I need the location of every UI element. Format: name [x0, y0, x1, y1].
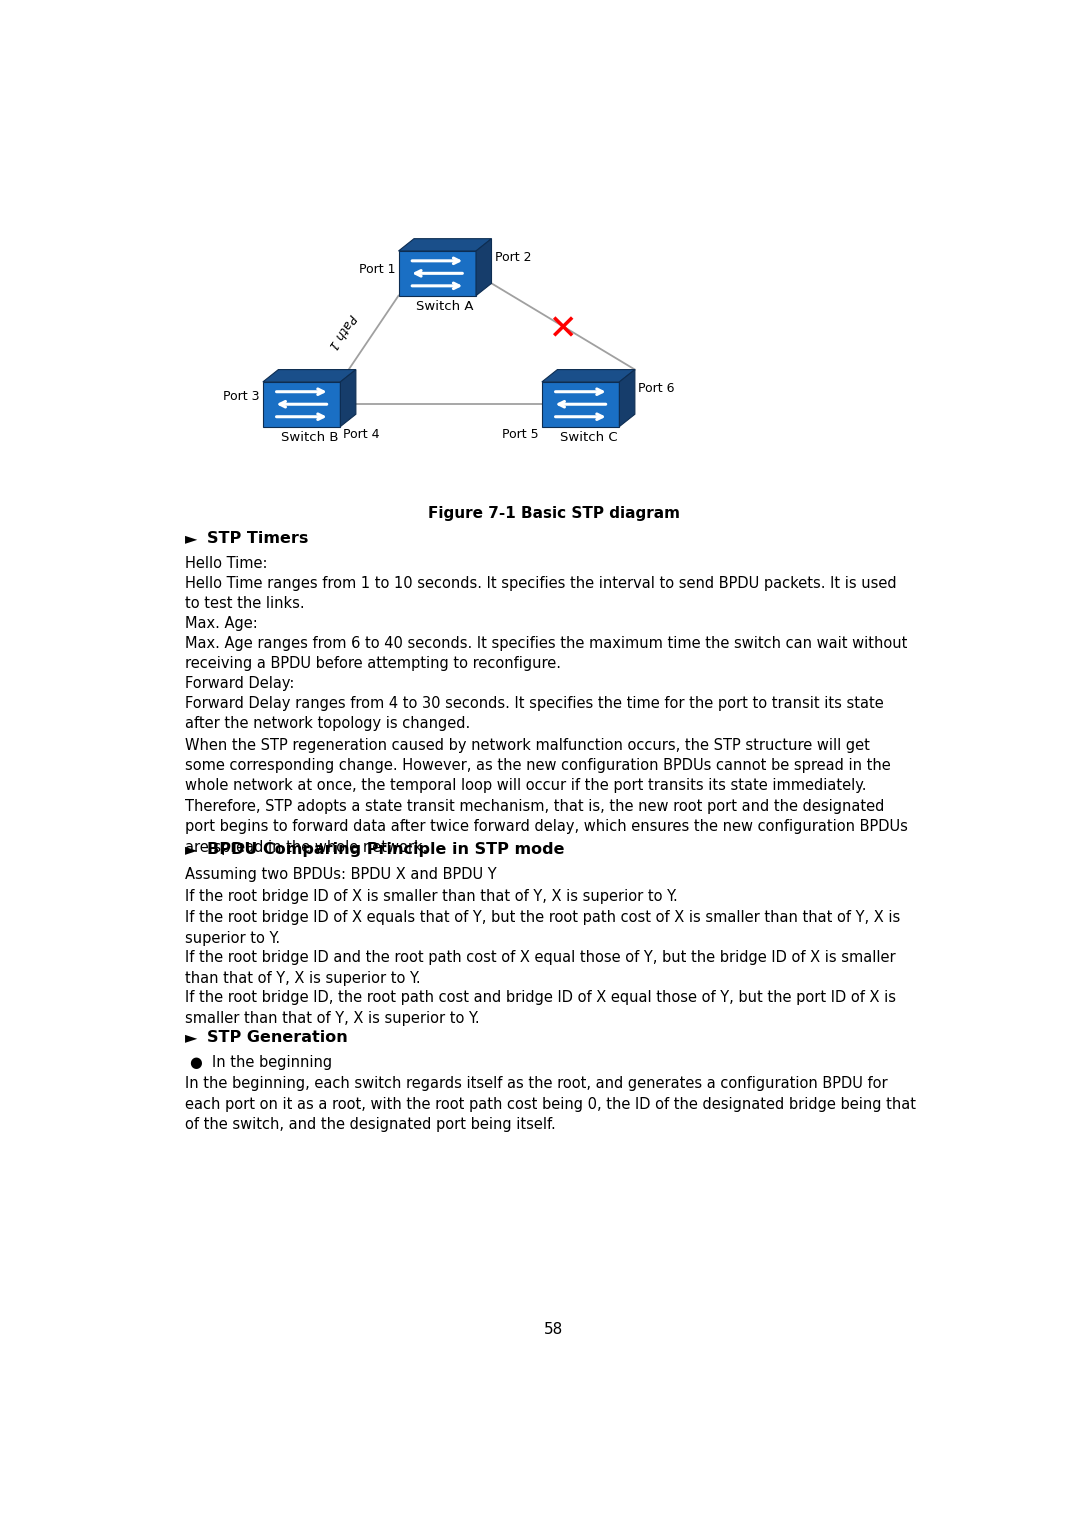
Text: When the STP regeneration caused by network malfunction occurs, the STP structur: When the STP regeneration caused by netw…: [186, 738, 908, 855]
Text: If the root bridge ID and the root path cost of X equal those of Y, but the brid: If the root bridge ID and the root path …: [186, 950, 896, 985]
Text: Max. Age ranges from 6 to 40 seconds. It specifies the maximum time the switch c: Max. Age ranges from 6 to 40 seconds. It…: [186, 637, 908, 672]
Text: Switch B: Switch B: [281, 431, 338, 444]
Polygon shape: [542, 370, 635, 382]
Text: If the root bridge ID of X equals that of Y, but the root path cost of X is smal: If the root bridge ID of X equals that o…: [186, 910, 901, 945]
Polygon shape: [399, 250, 476, 296]
Polygon shape: [262, 370, 356, 382]
Text: ►: ►: [186, 843, 198, 857]
Text: Path 1: Path 1: [326, 312, 359, 351]
Text: In the beginning, each switch regards itself as the root, and generates a config: In the beginning, each switch regards it…: [186, 1077, 916, 1132]
Text: BPDU Comparing Principle in STP mode: BPDU Comparing Principle in STP mode: [207, 843, 565, 857]
Text: Port 6: Port 6: [638, 382, 675, 394]
Text: Hello Time ranges from 1 to 10 seconds. It specifies the interval to send BPDU p: Hello Time ranges from 1 to 10 seconds. …: [186, 576, 897, 611]
Text: Hello Time:: Hello Time:: [186, 556, 268, 571]
Text: ►: ►: [186, 1031, 198, 1046]
Text: Switch C: Switch C: [559, 431, 617, 444]
Text: Max. Age:: Max. Age:: [186, 615, 258, 631]
Text: Figure 7-1 Basic STP diagram: Figure 7-1 Basic STP diagram: [428, 505, 679, 521]
Text: Forward Delay ranges from 4 to 30 seconds. It specifies the time for the port to: Forward Delay ranges from 4 to 30 second…: [186, 696, 885, 731]
Polygon shape: [262, 382, 340, 426]
Text: 58: 58: [544, 1322, 563, 1338]
Text: Forward Delay:: Forward Delay:: [186, 676, 295, 692]
Text: STP Timers: STP Timers: [207, 531, 309, 547]
Polygon shape: [340, 370, 356, 426]
Text: If the root bridge ID of X is smaller than that of Y, X is superior to Y.: If the root bridge ID of X is smaller th…: [186, 889, 678, 904]
Text: Port 1: Port 1: [359, 263, 395, 276]
Polygon shape: [542, 382, 619, 426]
Text: ●  In the beginning: ● In the beginning: [190, 1055, 333, 1070]
Text: Port 4: Port 4: [343, 428, 380, 441]
Text: STP Generation: STP Generation: [207, 1031, 348, 1046]
Polygon shape: [619, 370, 635, 426]
Text: Switch A: Switch A: [416, 301, 474, 313]
Text: Port 5: Port 5: [502, 428, 539, 441]
Text: If the root bridge ID, the root path cost and bridge ID of X equal those of Y, b: If the root bridge ID, the root path cos…: [186, 989, 896, 1026]
Polygon shape: [399, 238, 491, 250]
Text: Port 3: Port 3: [224, 389, 260, 403]
Text: Port 2: Port 2: [495, 250, 531, 264]
Polygon shape: [476, 238, 491, 296]
Text: Assuming two BPDUs: BPDU X and BPDU Y: Assuming two BPDUs: BPDU X and BPDU Y: [186, 867, 497, 883]
Text: ►: ►: [186, 531, 198, 547]
